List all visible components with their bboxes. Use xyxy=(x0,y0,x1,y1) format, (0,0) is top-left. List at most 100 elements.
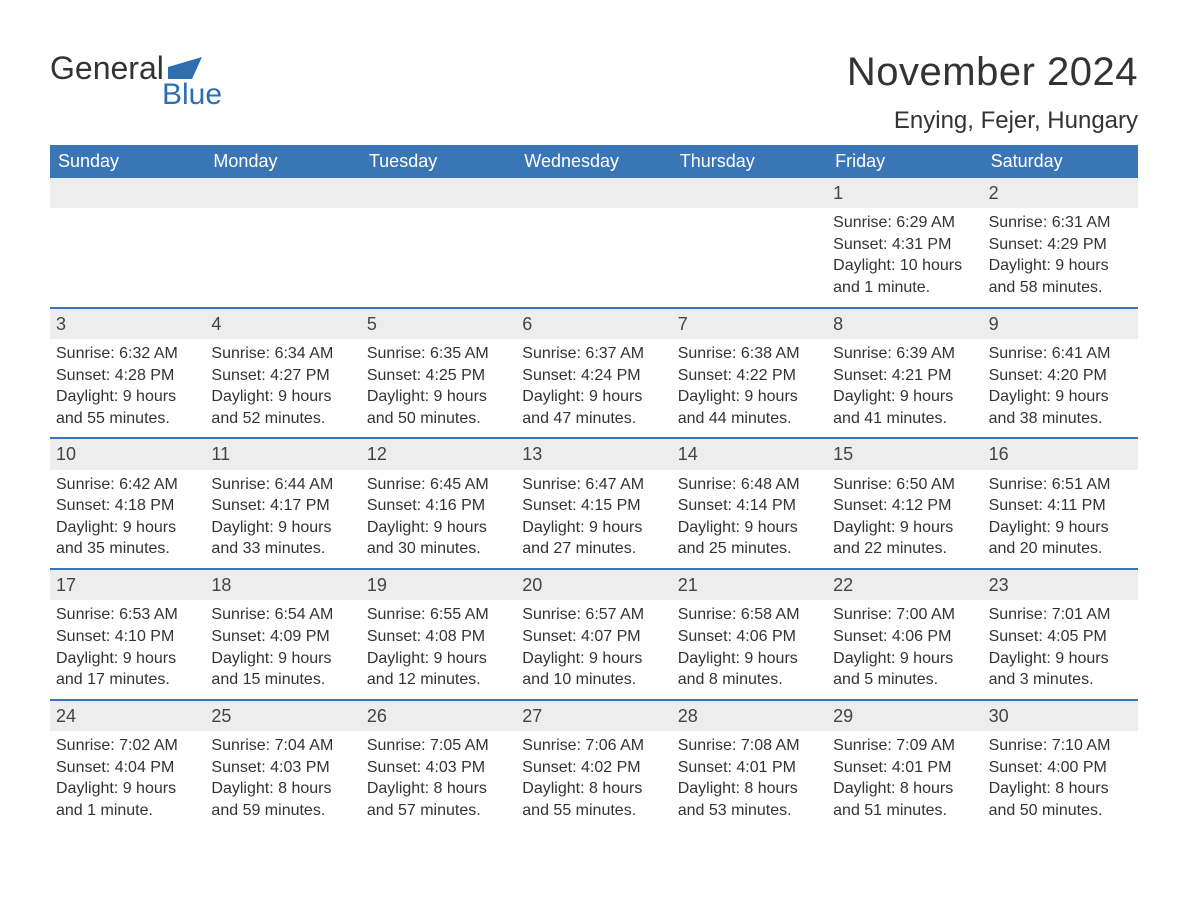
day-cell: 23Sunrise: 7:01 AMSunset: 4:05 PMDayligh… xyxy=(983,570,1138,699)
day-content: Sunrise: 6:32 AMSunset: 4:28 PMDaylight:… xyxy=(50,339,205,437)
sunrise-text: Sunrise: 6:50 AM xyxy=(833,474,976,496)
sunrise-text: Sunrise: 7:05 AM xyxy=(367,735,510,757)
day-number: 7 xyxy=(672,309,827,339)
sunset-text: Sunset: 4:07 PM xyxy=(522,626,665,648)
sunset-text: Sunset: 4:00 PM xyxy=(989,757,1132,779)
day-cell: 18Sunrise: 6:54 AMSunset: 4:09 PMDayligh… xyxy=(205,570,360,699)
day-cell: 4Sunrise: 6:34 AMSunset: 4:27 PMDaylight… xyxy=(205,309,360,438)
weekday-tuesday: Tuesday xyxy=(361,145,516,178)
sunset-text: Sunset: 4:27 PM xyxy=(211,365,354,387)
week-row: 24Sunrise: 7:02 AMSunset: 4:04 PMDayligh… xyxy=(50,699,1138,830)
sunrise-text: Sunrise: 6:45 AM xyxy=(367,474,510,496)
daylight-text: Daylight: 9 hours and 10 minutes. xyxy=(522,648,665,691)
day-cell xyxy=(672,178,827,307)
day-cell xyxy=(205,178,360,307)
day-content: Sunrise: 6:57 AMSunset: 4:07 PMDaylight:… xyxy=(516,600,671,698)
sunrise-text: Sunrise: 7:09 AM xyxy=(833,735,976,757)
day-number: 14 xyxy=(672,439,827,469)
day-content: Sunrise: 6:35 AMSunset: 4:25 PMDaylight:… xyxy=(361,339,516,437)
sunset-text: Sunset: 4:15 PM xyxy=(522,495,665,517)
day-number xyxy=(672,178,827,208)
daylight-text: Daylight: 9 hours and 12 minutes. xyxy=(367,648,510,691)
sunrise-text: Sunrise: 6:42 AM xyxy=(56,474,199,496)
day-cell: 5Sunrise: 6:35 AMSunset: 4:25 PMDaylight… xyxy=(361,309,516,438)
day-number: 30 xyxy=(983,701,1138,731)
day-cell: 9Sunrise: 6:41 AMSunset: 4:20 PMDaylight… xyxy=(983,309,1138,438)
weekday-friday: Friday xyxy=(827,145,982,178)
day-cell: 7Sunrise: 6:38 AMSunset: 4:22 PMDaylight… xyxy=(672,309,827,438)
day-cell: 12Sunrise: 6:45 AMSunset: 4:16 PMDayligh… xyxy=(361,439,516,568)
day-cell: 2Sunrise: 6:31 AMSunset: 4:29 PMDaylight… xyxy=(983,178,1138,307)
daylight-text: Daylight: 8 hours and 57 minutes. xyxy=(367,778,510,821)
sunset-text: Sunset: 4:14 PM xyxy=(678,495,821,517)
day-content: Sunrise: 6:47 AMSunset: 4:15 PMDaylight:… xyxy=(516,470,671,568)
day-number: 15 xyxy=(827,439,982,469)
sunrise-text: Sunrise: 6:51 AM xyxy=(989,474,1132,496)
day-number: 25 xyxy=(205,701,360,731)
day-content: Sunrise: 6:50 AMSunset: 4:12 PMDaylight:… xyxy=(827,470,982,568)
sunset-text: Sunset: 4:06 PM xyxy=(678,626,821,648)
day-cell: 13Sunrise: 6:47 AMSunset: 4:15 PMDayligh… xyxy=(516,439,671,568)
day-content xyxy=(205,208,360,220)
day-content: Sunrise: 6:58 AMSunset: 4:06 PMDaylight:… xyxy=(672,600,827,698)
daylight-text: Daylight: 9 hours and 33 minutes. xyxy=(211,517,354,560)
day-content xyxy=(361,208,516,220)
sunrise-text: Sunrise: 7:04 AM xyxy=(211,735,354,757)
sunset-text: Sunset: 4:28 PM xyxy=(56,365,199,387)
sunset-text: Sunset: 4:01 PM xyxy=(833,757,976,779)
weekday-thursday: Thursday xyxy=(672,145,827,178)
day-number: 16 xyxy=(983,439,1138,469)
sunrise-text: Sunrise: 6:57 AM xyxy=(522,604,665,626)
daylight-text: Daylight: 8 hours and 55 minutes. xyxy=(522,778,665,821)
sunrise-text: Sunrise: 7:01 AM xyxy=(989,604,1132,626)
day-content: Sunrise: 7:10 AMSunset: 4:00 PMDaylight:… xyxy=(983,731,1138,829)
day-cell: 10Sunrise: 6:42 AMSunset: 4:18 PMDayligh… xyxy=(50,439,205,568)
sunrise-text: Sunrise: 6:29 AM xyxy=(833,212,976,234)
sunset-text: Sunset: 4:11 PM xyxy=(989,495,1132,517)
day-number: 22 xyxy=(827,570,982,600)
weekday-header: Sunday Monday Tuesday Wednesday Thursday… xyxy=(50,145,1138,178)
day-content: Sunrise: 7:08 AMSunset: 4:01 PMDaylight:… xyxy=(672,731,827,829)
sunrise-text: Sunrise: 7:00 AM xyxy=(833,604,976,626)
day-content: Sunrise: 7:06 AMSunset: 4:02 PMDaylight:… xyxy=(516,731,671,829)
day-content: Sunrise: 6:39 AMSunset: 4:21 PMDaylight:… xyxy=(827,339,982,437)
daylight-text: Daylight: 10 hours and 1 minute. xyxy=(833,255,976,298)
sunrise-text: Sunrise: 6:55 AM xyxy=(367,604,510,626)
sunrise-text: Sunrise: 7:06 AM xyxy=(522,735,665,757)
sunset-text: Sunset: 4:10 PM xyxy=(56,626,199,648)
day-cell: 1Sunrise: 6:29 AMSunset: 4:31 PMDaylight… xyxy=(827,178,982,307)
day-number: 19 xyxy=(361,570,516,600)
daylight-text: Daylight: 9 hours and 20 minutes. xyxy=(989,517,1132,560)
day-cell: 28Sunrise: 7:08 AMSunset: 4:01 PMDayligh… xyxy=(672,701,827,830)
day-number: 11 xyxy=(205,439,360,469)
sunrise-text: Sunrise: 6:37 AM xyxy=(522,343,665,365)
sunrise-text: Sunrise: 6:34 AM xyxy=(211,343,354,365)
day-cell: 17Sunrise: 6:53 AMSunset: 4:10 PMDayligh… xyxy=(50,570,205,699)
day-cell: 30Sunrise: 7:10 AMSunset: 4:00 PMDayligh… xyxy=(983,701,1138,830)
day-cell: 3Sunrise: 6:32 AMSunset: 4:28 PMDaylight… xyxy=(50,309,205,438)
sunset-text: Sunset: 4:24 PM xyxy=(522,365,665,387)
daylight-text: Daylight: 9 hours and 55 minutes. xyxy=(56,386,199,429)
day-number: 17 xyxy=(50,570,205,600)
daylight-text: Daylight: 9 hours and 50 minutes. xyxy=(367,386,510,429)
daylight-text: Daylight: 9 hours and 58 minutes. xyxy=(989,255,1132,298)
day-cell: 14Sunrise: 6:48 AMSunset: 4:14 PMDayligh… xyxy=(672,439,827,568)
logo-text-blue: Blue xyxy=(162,78,222,112)
day-number xyxy=(205,178,360,208)
daylight-text: Daylight: 9 hours and 5 minutes. xyxy=(833,648,976,691)
day-cell: 22Sunrise: 7:00 AMSunset: 4:06 PMDayligh… xyxy=(827,570,982,699)
week-row: 1Sunrise: 6:29 AMSunset: 4:31 PMDaylight… xyxy=(50,178,1138,307)
day-cell: 8Sunrise: 6:39 AMSunset: 4:21 PMDaylight… xyxy=(827,309,982,438)
daylight-text: Daylight: 9 hours and 35 minutes. xyxy=(56,517,199,560)
day-content: Sunrise: 6:51 AMSunset: 4:11 PMDaylight:… xyxy=(983,470,1138,568)
sunset-text: Sunset: 4:02 PM xyxy=(522,757,665,779)
day-cell: 6Sunrise: 6:37 AMSunset: 4:24 PMDaylight… xyxy=(516,309,671,438)
day-cell: 15Sunrise: 6:50 AMSunset: 4:12 PMDayligh… xyxy=(827,439,982,568)
sunset-text: Sunset: 4:03 PM xyxy=(211,757,354,779)
day-number: 4 xyxy=(205,309,360,339)
logo-text-general: General xyxy=(50,50,164,87)
sunrise-text: Sunrise: 6:31 AM xyxy=(989,212,1132,234)
sunset-text: Sunset: 4:17 PM xyxy=(211,495,354,517)
day-content: Sunrise: 7:00 AMSunset: 4:06 PMDaylight:… xyxy=(827,600,982,698)
title-block: November 2024 Enying, Fejer, Hungary xyxy=(847,50,1138,135)
